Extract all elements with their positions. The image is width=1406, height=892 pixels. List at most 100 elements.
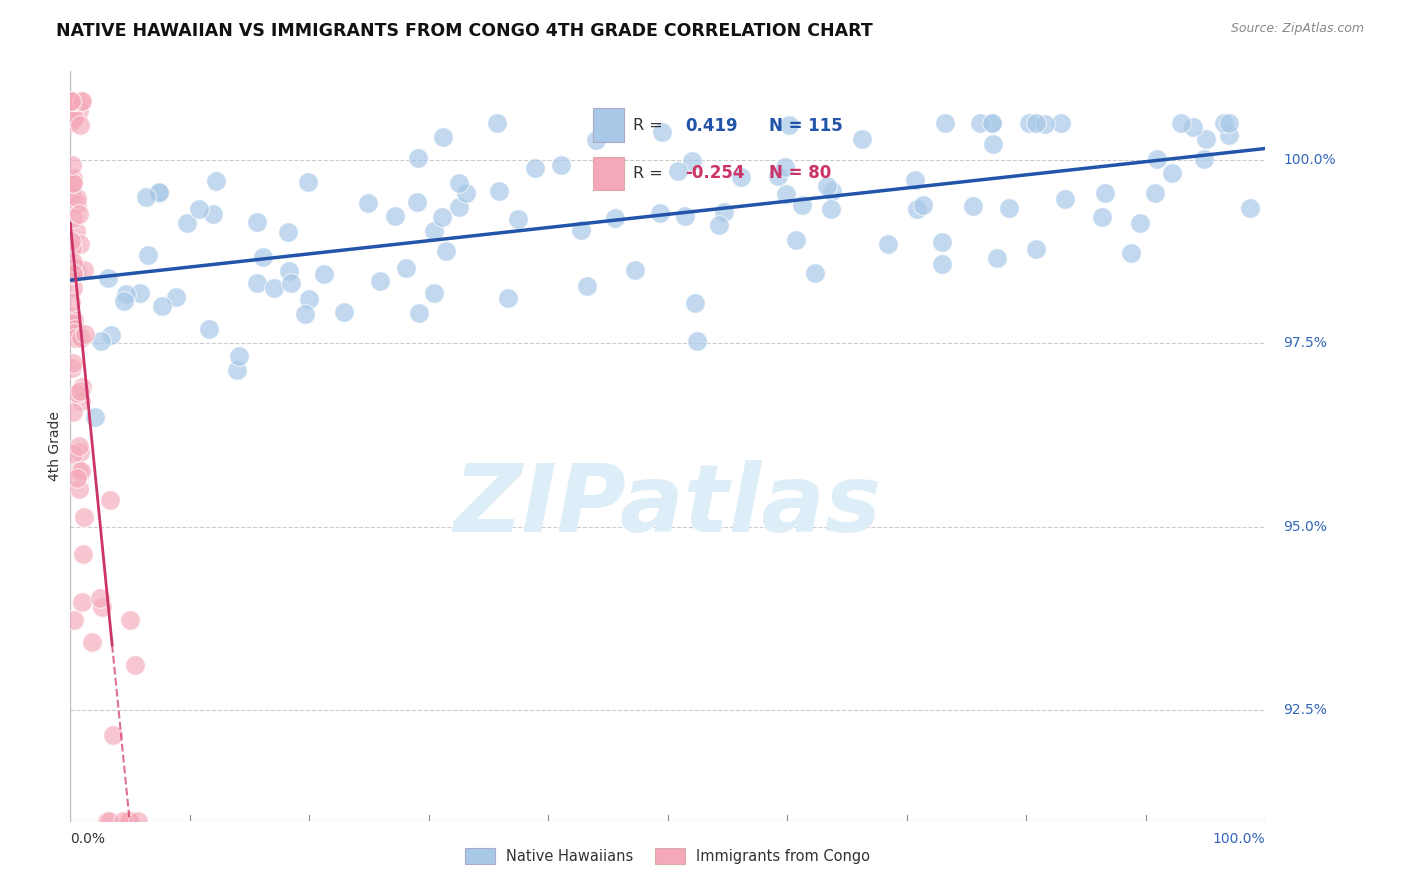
Text: 0.0%: 0.0% bbox=[70, 831, 105, 846]
Point bbox=[430, 210, 453, 224]
Point bbox=[294, 307, 316, 321]
Point bbox=[65, 224, 87, 238]
Text: NATIVE HAWAIIAN VS IMMIGRANTS FROM CONGO 4TH GRADE CORRELATION CHART: NATIVE HAWAIIAN VS IMMIGRANTS FROM CONGO… bbox=[56, 22, 873, 40]
Point bbox=[297, 175, 319, 189]
Point bbox=[1025, 116, 1047, 130]
Point bbox=[120, 613, 142, 627]
Point bbox=[112, 293, 135, 308]
Point bbox=[1025, 242, 1047, 256]
Point bbox=[66, 262, 89, 277]
Point bbox=[986, 252, 1008, 266]
Point bbox=[188, 202, 211, 216]
Point bbox=[931, 257, 953, 271]
Point bbox=[408, 151, 430, 165]
Point bbox=[62, 447, 84, 461]
Point bbox=[63, 260, 86, 275]
Point bbox=[97, 270, 120, 285]
Point bbox=[67, 439, 90, 453]
Point bbox=[65, 197, 87, 211]
Text: Source: ZipAtlas.com: Source: ZipAtlas.com bbox=[1230, 22, 1364, 36]
Point bbox=[62, 266, 84, 280]
Point bbox=[63, 322, 86, 336]
Point bbox=[263, 281, 285, 295]
Point bbox=[127, 814, 149, 828]
Point bbox=[650, 206, 672, 220]
Point bbox=[790, 197, 813, 211]
Point bbox=[67, 464, 90, 478]
Point bbox=[65, 94, 87, 108]
Point bbox=[73, 262, 96, 277]
Point bbox=[1194, 153, 1216, 167]
Point bbox=[117, 814, 139, 828]
Point bbox=[60, 361, 83, 376]
Point bbox=[60, 94, 83, 108]
Point bbox=[69, 393, 91, 408]
Point bbox=[70, 465, 93, 479]
Point bbox=[851, 132, 873, 146]
Point bbox=[246, 215, 269, 229]
Point bbox=[103, 728, 125, 742]
Point bbox=[730, 169, 752, 184]
Point bbox=[63, 312, 86, 326]
Point bbox=[1091, 210, 1114, 224]
Point bbox=[815, 179, 838, 194]
Point bbox=[67, 482, 90, 496]
Point bbox=[69, 237, 91, 252]
Point bbox=[666, 164, 689, 178]
Point bbox=[59, 268, 82, 282]
Text: 100.0%: 100.0% bbox=[1284, 153, 1336, 167]
Point bbox=[1195, 132, 1218, 146]
Point bbox=[118, 814, 141, 828]
Point bbox=[176, 216, 198, 230]
Point bbox=[280, 276, 302, 290]
Point bbox=[1182, 120, 1205, 134]
Point bbox=[905, 202, 928, 216]
Point bbox=[59, 94, 82, 108]
Point bbox=[60, 94, 83, 108]
Point bbox=[686, 334, 709, 349]
Point bbox=[449, 200, 471, 214]
Point bbox=[62, 94, 84, 108]
Text: 100.0%: 100.0% bbox=[1213, 831, 1265, 846]
Point bbox=[332, 305, 354, 319]
Point bbox=[202, 207, 225, 221]
Point bbox=[423, 285, 446, 300]
Point bbox=[434, 244, 457, 258]
Point bbox=[768, 169, 790, 184]
Point bbox=[821, 184, 844, 198]
Point bbox=[423, 224, 446, 238]
Point bbox=[1170, 116, 1192, 130]
Point bbox=[997, 201, 1019, 215]
Point bbox=[59, 294, 82, 309]
Point bbox=[904, 173, 927, 187]
Point bbox=[605, 211, 627, 225]
Point bbox=[72, 547, 94, 561]
Point bbox=[368, 274, 391, 288]
Point bbox=[681, 154, 703, 169]
Point bbox=[683, 296, 706, 310]
Point bbox=[128, 285, 150, 300]
Point bbox=[60, 94, 83, 108]
Point bbox=[148, 185, 170, 199]
Point bbox=[70, 94, 93, 108]
Point bbox=[62, 326, 84, 340]
Point bbox=[1054, 192, 1077, 206]
Point bbox=[550, 158, 572, 172]
Point bbox=[135, 190, 157, 204]
Point bbox=[73, 509, 96, 524]
Point bbox=[226, 363, 249, 377]
Point bbox=[496, 291, 519, 305]
Point bbox=[197, 321, 219, 335]
Point bbox=[432, 129, 454, 144]
Point bbox=[357, 195, 380, 210]
Text: 0.419: 0.419 bbox=[686, 117, 738, 135]
Point bbox=[454, 186, 477, 200]
Point bbox=[59, 94, 82, 108]
Point bbox=[980, 116, 1002, 130]
Point bbox=[1218, 116, 1240, 130]
Point bbox=[60, 316, 83, 330]
Point bbox=[118, 814, 141, 828]
Text: N = 115: N = 115 bbox=[769, 117, 842, 135]
Point bbox=[981, 116, 1004, 130]
Text: ZIPatlas: ZIPatlas bbox=[454, 460, 882, 552]
